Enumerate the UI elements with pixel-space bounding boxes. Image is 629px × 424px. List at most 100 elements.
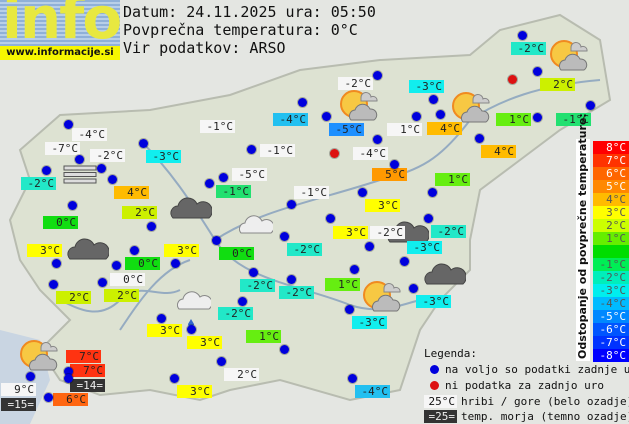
station-dot[interactable] bbox=[357, 187, 367, 197]
station-dot[interactable] bbox=[237, 296, 247, 306]
light-cloud-icon bbox=[176, 290, 213, 314]
station-dot[interactable] bbox=[248, 267, 258, 277]
station-temperature-label: -7°C bbox=[45, 142, 80, 155]
station-temperature-label: =14= bbox=[70, 379, 105, 392]
station-dot[interactable] bbox=[372, 134, 382, 144]
station-dot[interactable] bbox=[428, 94, 438, 104]
station-dot[interactable] bbox=[435, 109, 445, 119]
station-dot[interactable] bbox=[286, 274, 296, 284]
station-temperature-label: -3°C bbox=[409, 80, 444, 93]
scale-row: -3°C bbox=[593, 284, 629, 297]
station-dot[interactable] bbox=[427, 187, 437, 197]
station-dot[interactable] bbox=[107, 174, 117, 184]
station-temperature-label: -2°C bbox=[279, 286, 314, 299]
red-dot-icon bbox=[430, 381, 439, 390]
station-dot[interactable] bbox=[169, 373, 179, 383]
station-dot[interactable] bbox=[111, 260, 121, 270]
station-no-data-dot[interactable] bbox=[329, 148, 339, 158]
station-temperature-label: -2°C bbox=[338, 77, 373, 90]
station-temperature-label: -4°C bbox=[72, 128, 107, 141]
station-dot[interactable] bbox=[246, 144, 256, 154]
station-dot[interactable] bbox=[532, 112, 542, 122]
station-dot[interactable] bbox=[585, 100, 595, 110]
station-dot[interactable] bbox=[408, 283, 418, 293]
station-temperature-label: 4°C bbox=[427, 122, 462, 135]
station-temperature-label: -2°C bbox=[511, 42, 546, 55]
station-dot[interactable] bbox=[63, 366, 73, 376]
station-dot[interactable] bbox=[97, 277, 107, 287]
logo-word: info bbox=[2, 0, 120, 46]
scale-row: 1°C bbox=[593, 232, 629, 245]
station-dot[interactable] bbox=[48, 279, 58, 289]
station-dot[interactable] bbox=[372, 70, 382, 80]
station-temperature-label: 1°C bbox=[246, 330, 281, 343]
scale-row: -4°C bbox=[593, 297, 629, 310]
station-dot[interactable] bbox=[321, 111, 331, 121]
station-dot[interactable] bbox=[204, 178, 214, 188]
station-temperature-label: -2°C bbox=[370, 226, 405, 239]
blue-dot-icon bbox=[430, 365, 439, 374]
station-dot[interactable] bbox=[279, 344, 289, 354]
station-dot[interactable] bbox=[286, 199, 296, 209]
scale-row bbox=[593, 245, 629, 258]
station-dot[interactable] bbox=[517, 30, 527, 40]
station-dot[interactable] bbox=[51, 258, 61, 268]
station-dot[interactable] bbox=[297, 97, 307, 107]
station-temperature-label: -1°C bbox=[216, 185, 251, 198]
station-dot[interactable] bbox=[43, 392, 53, 402]
station-temperature-label: 0°C bbox=[110, 273, 145, 286]
station-dot[interactable] bbox=[156, 313, 166, 323]
station-dot[interactable] bbox=[344, 304, 354, 314]
station-temperature-label: -1°C bbox=[200, 120, 235, 133]
station-temperature-label: 4°C bbox=[114, 186, 149, 199]
station-dot[interactable] bbox=[211, 235, 221, 245]
station-dot[interactable] bbox=[67, 200, 77, 210]
station-no-data-dot[interactable] bbox=[507, 74, 517, 84]
station-dot[interactable] bbox=[474, 133, 484, 143]
station-dot[interactable] bbox=[349, 264, 359, 274]
station-dot[interactable] bbox=[216, 356, 226, 366]
station-temperature-label: -3°C bbox=[146, 150, 181, 163]
station-temperature-label: -4°C bbox=[355, 385, 390, 398]
station-temperature-label: 0°C bbox=[43, 216, 78, 229]
scale-row: -6°C bbox=[593, 323, 629, 336]
scale-row: 3°C bbox=[593, 206, 629, 219]
legend-no-data-text: ni podatka za zadnjo uro bbox=[445, 379, 604, 392]
station-dot[interactable] bbox=[63, 373, 73, 383]
station-temperature-label: 3°C bbox=[164, 244, 199, 257]
logo[interactable]: info bbox=[0, 0, 120, 46]
scale-row: -5°C bbox=[593, 310, 629, 323]
station-temperature-label: 3°C bbox=[177, 385, 212, 398]
station-dot[interactable] bbox=[423, 213, 433, 223]
station-dot[interactable] bbox=[146, 221, 156, 231]
station-temperature-label: 3°C bbox=[147, 324, 182, 337]
station-dot[interactable] bbox=[41, 165, 51, 175]
station-dot[interactable] bbox=[347, 373, 357, 383]
station-dot[interactable] bbox=[411, 111, 421, 121]
station-dot[interactable] bbox=[532, 66, 542, 76]
station-temperature-label: 1°C bbox=[435, 173, 470, 186]
station-dot[interactable] bbox=[279, 231, 289, 241]
station-dot[interactable] bbox=[74, 154, 84, 164]
station-temperature-label: -2°C bbox=[90, 149, 125, 162]
station-dot[interactable] bbox=[129, 245, 139, 255]
station-dot[interactable] bbox=[96, 163, 106, 173]
station-dot[interactable] bbox=[389, 159, 399, 169]
station-temperature-label: 3°C bbox=[333, 226, 368, 239]
site-url-link[interactable]: www.informacije.si bbox=[0, 46, 120, 60]
station-dot[interactable] bbox=[170, 258, 180, 268]
station-dot[interactable] bbox=[325, 213, 335, 223]
sun-cloud-icon bbox=[15, 338, 63, 376]
station-dot[interactable] bbox=[63, 119, 73, 129]
station-dot[interactable] bbox=[218, 172, 228, 182]
station-dot[interactable] bbox=[364, 241, 374, 251]
scale-row: 4°C bbox=[593, 193, 629, 206]
station-dot[interactable] bbox=[186, 324, 196, 334]
station-temperature-label: 5°C bbox=[372, 168, 407, 181]
station-dot[interactable] bbox=[399, 256, 409, 266]
station-temperature-label: 1°C bbox=[496, 113, 531, 126]
station-dot[interactable] bbox=[25, 371, 35, 381]
legend-sea-sample: =25= bbox=[424, 410, 457, 423]
sun-cloud-icon bbox=[335, 88, 383, 126]
station-dot[interactable] bbox=[138, 138, 148, 148]
